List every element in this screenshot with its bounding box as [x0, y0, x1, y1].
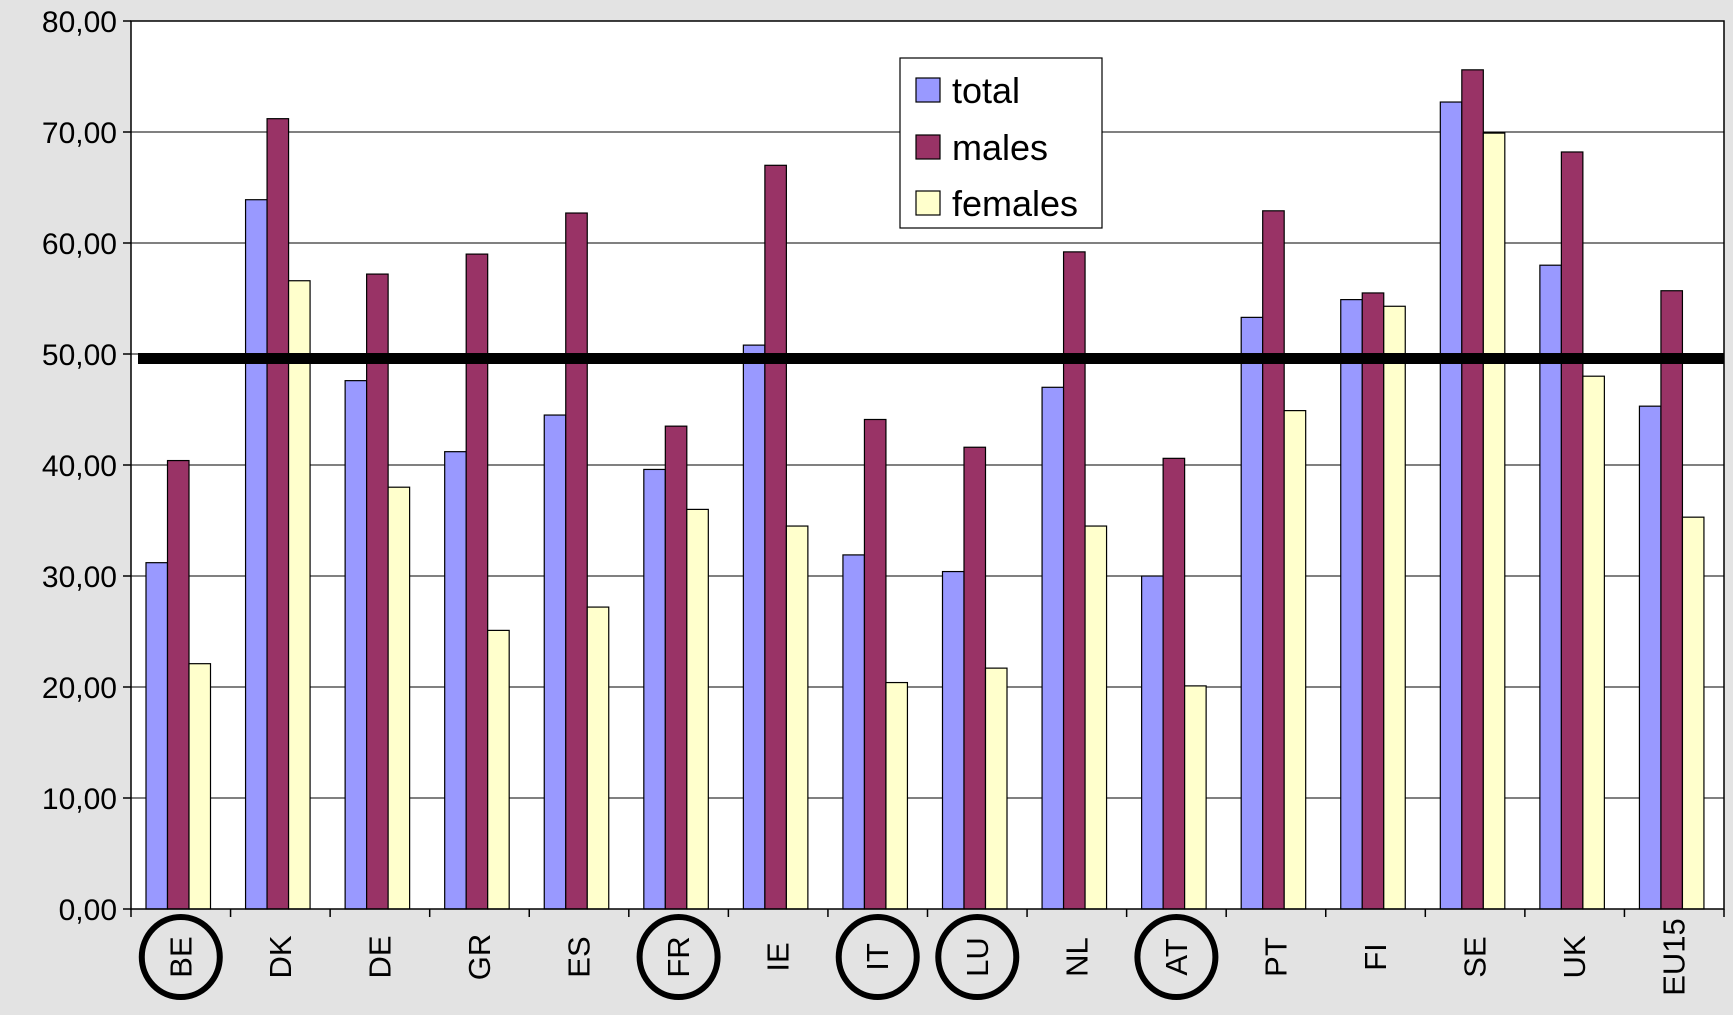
- bar-total-LU: [941, 570, 965, 910]
- bar-total-DK: [244, 199, 268, 910]
- bar-males-EU15: [1660, 290, 1684, 910]
- legend-label-males: males: [952, 127, 1048, 168]
- x-tick-label-SE: SE: [1458, 936, 1493, 977]
- x-tick-label-NL: NL: [1059, 937, 1094, 977]
- y-tick-label: 10,00: [42, 783, 117, 816]
- highlight-circle-AT: [1134, 914, 1219, 1000]
- highlight-circle-FR: [636, 914, 721, 1000]
- bar-females-BE: [188, 663, 212, 910]
- bar-males-DE: [366, 273, 389, 910]
- bar-males-PT: [1262, 210, 1285, 910]
- bar-total-AT: [1141, 575, 1164, 910]
- x-tick-label-PT: PT: [1258, 937, 1293, 977]
- bar-males-IE: [764, 164, 787, 910]
- bar-males-FI: [1361, 292, 1385, 910]
- bar-total-FR: [643, 468, 666, 910]
- bar-females-EU15: [1681, 516, 1705, 910]
- bar-females-IT: [885, 681, 909, 910]
- bar-females-FR: [686, 508, 709, 910]
- x-tick-label-BE: BE: [163, 936, 198, 977]
- y-tick-label: 30,00: [42, 561, 117, 594]
- legend-swatch-males: [915, 134, 941, 160]
- legend-label-total: total: [952, 70, 1020, 111]
- bar-males-GR: [465, 253, 489, 910]
- bar-total-IT: [842, 554, 866, 910]
- x-tick-label-UK: UK: [1557, 935, 1592, 978]
- x-axis: BE DK DE GR ES FR IE IT LU NL AT PT FI SE UK EU15: [130, 909, 1725, 1000]
- bar-males-DK: [266, 118, 290, 910]
- bar-total-PT: [1240, 316, 1264, 910]
- x-tick-label-ES: ES: [562, 936, 597, 977]
- x-tick-label-GR: GR: [462, 934, 497, 981]
- x-tick-label-DK: DK: [263, 935, 298, 978]
- bar-total-FI: [1340, 299, 1363, 910]
- y-axis: 0,00 10,00 20,00 30,00 40,00 50,00 60,00 70,00 8…: [42, 6, 131, 927]
- bar-males-BE: [166, 459, 190, 910]
- x-tick-label-EU15: EU15: [1657, 918, 1692, 996]
- x-tick-label-FI: FI: [1358, 943, 1393, 971]
- highlight-circle-LU: [935, 914, 1020, 1000]
- bar-males-SE: [1461, 69, 1484, 910]
- highlight-circle-IT: [835, 914, 920, 1000]
- bar-total-GR: [444, 451, 467, 910]
- bar-males-IT: [863, 418, 887, 910]
- bar-total-DE: [344, 380, 368, 910]
- y-tick-label: 70,00: [42, 117, 117, 150]
- bar-females-NL: [1084, 525, 1108, 910]
- bar-total-NL: [1041, 386, 1065, 910]
- bars: [145, 69, 1705, 910]
- x-tick-label-LU: LU: [960, 937, 995, 977]
- y-tick-label: 50,00: [42, 339, 117, 372]
- bar-total-ES: [543, 414, 567, 910]
- bar-females-IE: [785, 525, 809, 910]
- bar-total-BE: [145, 562, 169, 910]
- bar-females-DK: [287, 280, 311, 910]
- highlight-circle-BE: [138, 914, 223, 1000]
- x-tick-label-AT: AT: [1159, 938, 1194, 975]
- x-tick-label-IE: IE: [761, 942, 796, 971]
- bar-males-FR: [664, 425, 688, 910]
- x-tick-label-IT: IT: [860, 943, 895, 971]
- bar-males-NL: [1062, 251, 1086, 910]
- bar-females-SE: [1482, 132, 1506, 910]
- bar-males-AT: [1162, 457, 1186, 910]
- bar-total-EU15: [1638, 405, 1662, 910]
- bar-females-ES: [586, 606, 610, 910]
- legend-swatch-females: [915, 190, 941, 216]
- bar-males-ES: [565, 212, 588, 910]
- x-tick-label-FR: FR: [661, 936, 696, 977]
- y-tick-label: 60,00: [42, 228, 117, 261]
- bar-females-AT: [1184, 685, 1207, 910]
- legend-label-females: females: [952, 183, 1078, 224]
- y-tick-label: 40,00: [42, 450, 117, 483]
- x-tick-label-DE: DE: [362, 935, 397, 978]
- bar-total-SE: [1439, 101, 1463, 910]
- bar-females-LU: [984, 667, 1008, 910]
- bar-females-FI: [1383, 305, 1406, 910]
- bar-females-UK: [1582, 375, 1605, 910]
- bar-males-UK: [1560, 151, 1584, 910]
- legend: total males females: [899, 57, 1103, 229]
- legend-swatch-total: [915, 77, 941, 103]
- bar-total-IE: [742, 344, 766, 910]
- y-tick-label: 80,00: [42, 6, 117, 39]
- y-tick-label: 20,00: [42, 672, 117, 705]
- bar-females-PT: [1283, 410, 1307, 910]
- bar-females-DE: [387, 486, 411, 910]
- bar-males-LU: [963, 446, 987, 910]
- y-tick-label: 0,00: [59, 894, 117, 927]
- bar-females-GR: [487, 629, 510, 910]
